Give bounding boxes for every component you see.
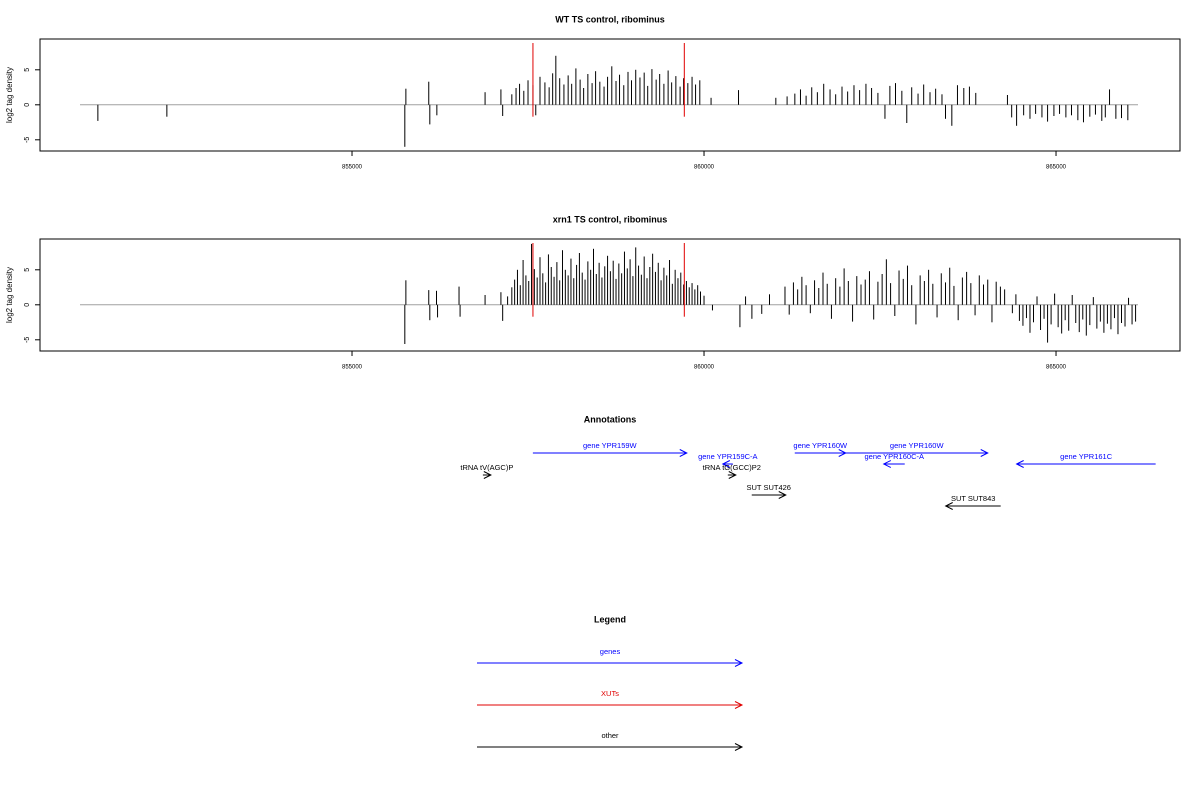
feature-arrow: [721, 460, 733, 468]
x-tick-label: 855000: [342, 165, 363, 171]
feature-label: tRNA tV(AGC)P: [460, 463, 513, 472]
feature-arrow-head: [838, 449, 847, 457]
x-tick-label: 860000: [694, 165, 715, 171]
annotations-title: Annotations: [584, 414, 637, 424]
plot-frame: [39, 38, 1181, 152]
legend-label: other: [601, 731, 619, 740]
x-tick-label: 860000: [694, 365, 715, 371]
feature-arrow-head: [882, 460, 891, 468]
feature-arrow: [1015, 460, 1156, 468]
y-tick-label: 0: [24, 103, 31, 107]
feature-arrow-head: [679, 449, 688, 457]
feature-label: gene YPR160C-A: [865, 452, 924, 461]
feature-arrow-head: [778, 491, 787, 499]
y-axis-label: log2 tag density: [5, 67, 14, 123]
legend-arrow-head: [734, 743, 744, 751]
feature-arrow: [751, 491, 787, 499]
chart-title: WT TS control, ribominus: [555, 14, 665, 24]
y-tick-label: -5: [24, 137, 31, 143]
legend-arrow-head: [734, 659, 744, 667]
y-tick-label: 5: [24, 68, 31, 72]
feature-arrow: [482, 471, 492, 479]
feature-label: SUT SUT426: [747, 483, 791, 492]
y-tick-label: 5: [24, 268, 31, 272]
feature-arrow-head: [483, 471, 492, 479]
feature-arrow-head: [721, 460, 731, 468]
feature-arrow: [532, 449, 688, 457]
feature-label: gene YPR159W: [583, 441, 638, 450]
feature-arrow: [882, 460, 905, 468]
legend-arrow-head: [734, 701, 744, 709]
y-tick-label: -5: [24, 337, 31, 343]
feature-arrow: [944, 502, 1001, 510]
legend-label: XUTs: [601, 689, 619, 698]
feature-arrow-head: [1015, 460, 1024, 468]
feature-label: SUT SUT843: [951, 494, 995, 503]
plot-frame: [39, 238, 1181, 352]
feature-arrow-head: [980, 449, 989, 457]
feature-label: gene YPR159C-A: [698, 452, 757, 461]
feature-label: gene YPR161C: [1060, 452, 1113, 461]
feature-arrow: [727, 471, 737, 479]
legend-arrow: [477, 659, 744, 667]
feature-arrow: [845, 449, 989, 457]
legend-arrow: [477, 743, 744, 751]
chart-title: xrn1 TS control, ribominus: [553, 214, 668, 224]
feature-label: gene YPR160W: [890, 441, 945, 450]
legend-label: genes: [600, 647, 621, 656]
x-tick-label: 865000: [1046, 365, 1067, 371]
feature-arrow-head: [728, 471, 737, 479]
feature-label: gene YPR160W: [793, 441, 848, 450]
feature-arrow-head: [944, 502, 953, 510]
y-tick-label: 0: [24, 303, 31, 307]
feature-label: tRNA tG(GCC)P2: [703, 463, 761, 472]
x-tick-label: 865000: [1046, 165, 1067, 171]
x-tick-label: 855000: [342, 365, 363, 371]
feature-arrow: [794, 449, 847, 457]
legend-arrow: [477, 701, 744, 709]
legend-title: Legend: [594, 614, 626, 624]
y-axis-label: log2 tag density: [5, 267, 14, 323]
